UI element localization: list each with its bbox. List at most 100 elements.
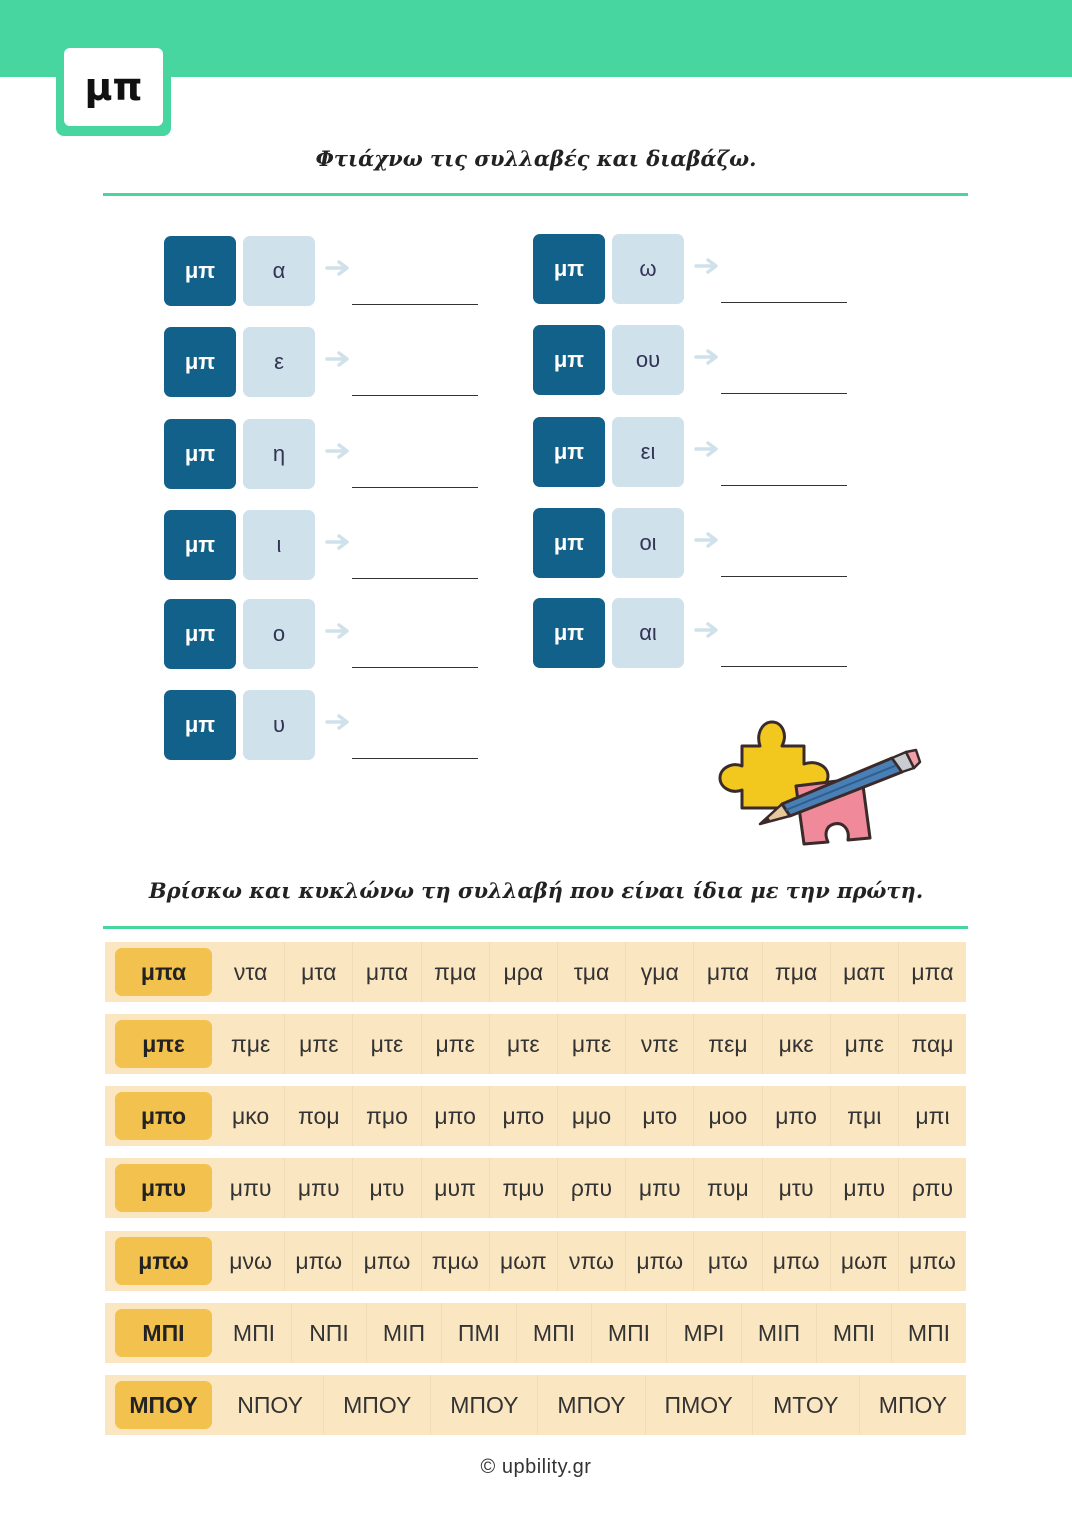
syllable-option[interactable]: μωπ bbox=[490, 1231, 558, 1291]
syllable-option[interactable]: μπω bbox=[909, 1247, 956, 1274]
find-row: μπω μνω μπω μπω πμω μωπ νπω μπω μτω μπω μωπ μπω bbox=[105, 1231, 966, 1291]
syllable-option[interactable]: πμε bbox=[217, 1014, 286, 1074]
syllable-option[interactable]: μπυ bbox=[285, 1158, 354, 1218]
syllable-option[interactable]: πεμ bbox=[694, 1014, 763, 1074]
syllable-option[interactable]: μπω bbox=[353, 1231, 422, 1291]
syllable-option[interactable]: πμα bbox=[422, 942, 490, 1002]
syllable-option[interactable]: νπε bbox=[626, 1014, 695, 1074]
vowel-tile: η bbox=[243, 419, 315, 489]
syllable-option[interactable]: πομ bbox=[285, 1086, 354, 1146]
syllable-option[interactable]: μπο bbox=[490, 1086, 558, 1146]
consonant-tile: μπ bbox=[533, 508, 605, 578]
syllable-option[interactable]: ΜΠΙ bbox=[592, 1303, 667, 1363]
syllable-option[interactable]: μπα bbox=[911, 958, 954, 985]
syllable-option[interactable]: ΜΠΟΥ bbox=[878, 1391, 948, 1418]
syllable-option[interactable]: μωπ bbox=[831, 1231, 899, 1291]
syllable-option[interactable]: τμα bbox=[558, 942, 627, 1002]
syllable-option[interactable]: ΠΜΙ bbox=[442, 1303, 517, 1363]
arrow-right-icon bbox=[325, 260, 349, 276]
syllable-option[interactable]: ΜΠΟΥ bbox=[324, 1375, 432, 1435]
syllable-option[interactable]: μτε bbox=[490, 1014, 558, 1074]
syllable-option[interactable]: γμα bbox=[626, 942, 695, 1002]
arrow-right-icon bbox=[694, 441, 718, 457]
syllable-option[interactable]: παμ bbox=[911, 1030, 954, 1057]
syllable-option[interactable]: ΜΠΟΥ bbox=[538, 1375, 646, 1435]
find-row: μπυ μπυ μπυ μτυ μυπ πμυ ρπυ μπυ πυμ μτυ μπυ ρπυ bbox=[105, 1158, 966, 1218]
option-list: ΜΠΙ ΝΠΙ ΜΙΠ ΠΜΙ ΜΠΙ ΜΠΙ ΜΡΙ ΜΙΠ ΜΠΙ ΜΠΙ bbox=[217, 1303, 966, 1363]
syllable-option[interactable]: μπο bbox=[763, 1086, 831, 1146]
syllable-option[interactable]: μπο bbox=[422, 1086, 490, 1146]
syllable-option[interactable]: μκο bbox=[217, 1086, 286, 1146]
syllable-option[interactable]: ΜΠΟΥ bbox=[431, 1375, 539, 1435]
syllable-option[interactable]: μπα bbox=[694, 942, 763, 1002]
answer-line[interactable] bbox=[352, 304, 478, 305]
syllable-option[interactable]: ρπυ bbox=[558, 1158, 627, 1218]
syllable-option[interactable]: μοο bbox=[694, 1086, 763, 1146]
answer-line[interactable] bbox=[721, 666, 847, 667]
arrow-right-icon bbox=[694, 258, 718, 274]
syllable-option[interactable]: ΜΠΙ bbox=[517, 1303, 592, 1363]
answer-line[interactable] bbox=[352, 758, 478, 759]
syllable-option[interactable]: μτυ bbox=[763, 1158, 831, 1218]
syllable-option[interactable]: μπω bbox=[285, 1231, 354, 1291]
syllable-option[interactable]: ρπυ bbox=[911, 1174, 954, 1201]
syllable-option[interactable]: ντα bbox=[217, 942, 286, 1002]
syllable-option[interactable]: μπε bbox=[831, 1014, 899, 1074]
syllable-option[interactable]: ΝΠΙ bbox=[292, 1303, 367, 1363]
syllable-option[interactable]: ΜΠΙ bbox=[907, 1319, 951, 1346]
arrow-right-icon bbox=[325, 534, 349, 550]
answer-line[interactable] bbox=[721, 393, 847, 394]
target-syllable: ΜΠΟΥ bbox=[115, 1381, 212, 1429]
syllable-option[interactable]: πμι bbox=[831, 1086, 899, 1146]
syllable-option[interactable]: μυπ bbox=[422, 1158, 490, 1218]
syllable-option[interactable]: μπε bbox=[558, 1014, 627, 1074]
syllable-option[interactable]: μτα bbox=[285, 942, 354, 1002]
answer-line[interactable] bbox=[352, 667, 478, 668]
consonant-tile: μπ bbox=[164, 599, 236, 669]
consonant-tile: μπ bbox=[164, 690, 236, 760]
syllable-option[interactable]: μπε bbox=[422, 1014, 490, 1074]
syllable-option[interactable]: ΜΙΠ bbox=[367, 1303, 442, 1363]
syllable-option[interactable]: μαπ bbox=[831, 942, 899, 1002]
syllable-option[interactable]: ΠΜΟΥ bbox=[646, 1375, 753, 1435]
syllable-option[interactable]: ΜΙΠ bbox=[742, 1303, 817, 1363]
syllable-option[interactable]: μπα bbox=[353, 942, 422, 1002]
syllable-option[interactable]: μνω bbox=[217, 1231, 286, 1291]
syllable-option[interactable]: ΜΤΟΥ bbox=[753, 1375, 860, 1435]
syllable-option[interactable]: μπι bbox=[915, 1102, 950, 1129]
syllable-option[interactable]: μπυ bbox=[626, 1158, 695, 1218]
syllable-option[interactable]: ΜΠΙ bbox=[217, 1303, 292, 1363]
syllable-option[interactable]: μπυ bbox=[831, 1158, 899, 1218]
syllable-option[interactable]: πυμ bbox=[694, 1158, 763, 1218]
syllable-option[interactable]: μρα bbox=[490, 942, 558, 1002]
answer-line[interactable] bbox=[352, 487, 478, 488]
vowel-tile: υ bbox=[243, 690, 315, 760]
syllable-option[interactable]: μμο bbox=[558, 1086, 627, 1146]
syllable-option[interactable]: μπω bbox=[763, 1231, 831, 1291]
syllable-option[interactable]: μτο bbox=[626, 1086, 695, 1146]
syllable-option[interactable]: πμυ bbox=[490, 1158, 558, 1218]
syllable-option[interactable]: νπω bbox=[558, 1231, 627, 1291]
syllable-option[interactable]: μτω bbox=[694, 1231, 763, 1291]
answer-line[interactable] bbox=[352, 578, 478, 579]
top-banner bbox=[0, 0, 1072, 77]
answer-line[interactable] bbox=[721, 302, 847, 303]
syllable-option[interactable]: πμο bbox=[353, 1086, 422, 1146]
syllable-option[interactable]: πμω bbox=[422, 1231, 490, 1291]
consonant-tile: μπ bbox=[164, 419, 236, 489]
syllable-option[interactable]: ΜΠΙ bbox=[817, 1303, 892, 1363]
syllable-option[interactable]: πμα bbox=[763, 942, 831, 1002]
syllable-option[interactable]: μπε bbox=[285, 1014, 354, 1074]
syllable-option[interactable]: μκε bbox=[763, 1014, 831, 1074]
answer-line[interactable] bbox=[721, 485, 847, 486]
syllable-option[interactable]: μτε bbox=[353, 1014, 422, 1074]
syllable-option[interactable]: ΜΡΙ bbox=[667, 1303, 742, 1363]
answer-line[interactable] bbox=[721, 576, 847, 577]
syllable-option[interactable]: μπυ bbox=[217, 1158, 286, 1218]
vowel-tile: ω bbox=[612, 234, 684, 304]
syllable-option[interactable]: ΝΠΟΥ bbox=[217, 1375, 325, 1435]
syllable-option[interactable]: μπω bbox=[626, 1231, 695, 1291]
find-row: ΜΠΙ ΜΠΙ ΝΠΙ ΜΙΠ ΠΜΙ ΜΠΙ ΜΠΙ ΜΡΙ ΜΙΠ ΜΠΙ ΜΠΙ bbox=[105, 1303, 966, 1363]
answer-line[interactable] bbox=[352, 395, 478, 396]
syllable-option[interactable]: μτυ bbox=[353, 1158, 422, 1218]
